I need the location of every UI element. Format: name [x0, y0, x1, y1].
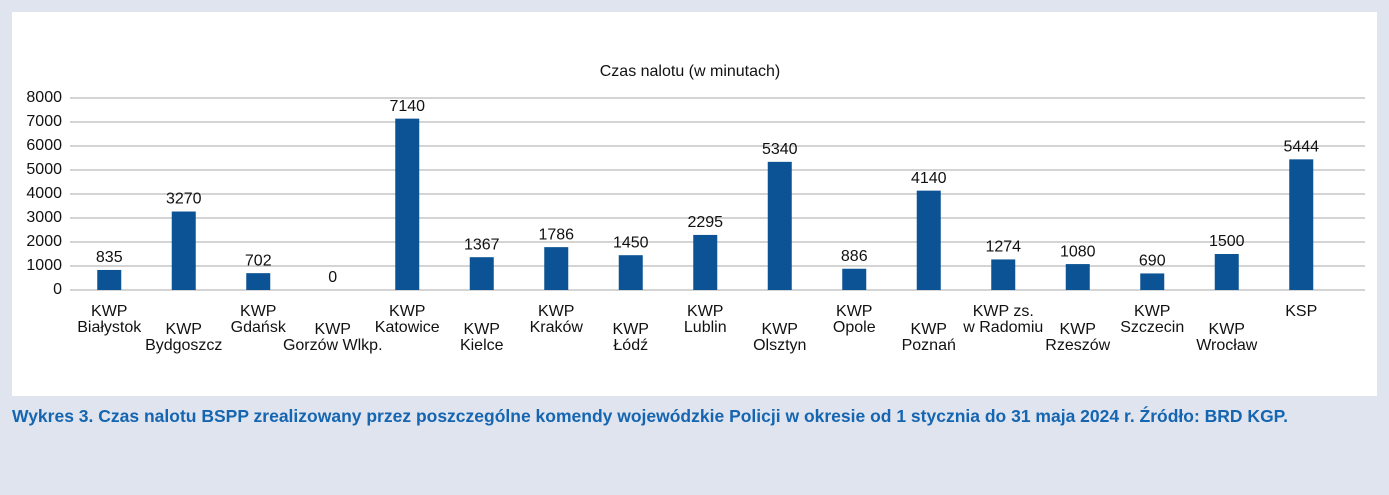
bar	[1065, 264, 1090, 290]
bar	[1289, 159, 1314, 290]
bar	[395, 118, 420, 290]
chart-title: Czas nalotu (w minutach)	[600, 63, 781, 80]
x-tick-label: Kraków	[530, 319, 584, 336]
data-label: 5340	[762, 141, 798, 158]
data-label: 0	[328, 269, 337, 286]
bar	[693, 234, 718, 290]
x-tick-label: Białystok	[77, 319, 142, 336]
data-label: 702	[245, 252, 272, 269]
data-label: 690	[1139, 253, 1166, 270]
data-label: 1450	[613, 234, 649, 251]
y-tick-label: 2000	[26, 233, 62, 250]
x-tick-label: Gorzów Wlkp.	[283, 337, 383, 354]
bar	[97, 269, 122, 290]
data-label: 1080	[1060, 243, 1096, 260]
x-tick-label: KWP	[1060, 321, 1096, 338]
x-tick-label: KWP	[613, 321, 649, 338]
x-tick-label: KSP	[1285, 303, 1317, 320]
y-tick-label: 3000	[26, 209, 62, 226]
x-tick-label: KWP	[91, 303, 127, 320]
data-label: 7140	[389, 98, 425, 115]
bar	[171, 211, 196, 290]
x-tick-label: KWP	[166, 321, 202, 338]
bar	[1140, 273, 1165, 290]
chart-background	[12, 12, 1377, 396]
bar	[618, 255, 643, 290]
x-tick-label: Bydgoszcz	[145, 337, 222, 354]
bar	[469, 257, 494, 290]
x-tick-label: Kielce	[460, 337, 504, 354]
y-tick-label: 5000	[26, 161, 62, 178]
x-tick-label: KWP	[836, 303, 872, 320]
bar	[246, 273, 271, 290]
x-tick-label: KWP	[1209, 321, 1245, 338]
x-tick-label: KWP	[464, 321, 500, 338]
bar	[916, 190, 941, 290]
data-label: 1367	[464, 236, 500, 253]
data-label: 1274	[985, 239, 1021, 256]
bar	[544, 247, 569, 290]
data-label: 2295	[687, 214, 723, 231]
x-tick-label: Opole	[833, 319, 876, 336]
y-tick-label: 8000	[26, 89, 62, 106]
bar	[991, 259, 1016, 290]
x-tick-label: KWP	[315, 321, 351, 338]
y-tick-label: 1000	[26, 257, 62, 274]
data-label: 886	[841, 248, 868, 265]
x-tick-label: Poznań	[902, 337, 956, 354]
x-tick-label: Łódź	[613, 337, 648, 354]
x-tick-label: Lublin	[684, 319, 727, 336]
y-tick-label: 0	[53, 281, 62, 298]
y-tick-label: 4000	[26, 185, 62, 202]
bar	[767, 161, 792, 290]
data-label: 1786	[538, 226, 574, 243]
bar	[1214, 254, 1239, 290]
x-tick-label: Olsztyn	[753, 337, 806, 354]
x-tick-label: KWP	[538, 303, 574, 320]
x-tick-label: Katowice	[375, 319, 440, 336]
x-tick-label: Gdańsk	[231, 319, 287, 336]
x-tick-label: KWP	[240, 303, 276, 320]
data-label: 3270	[166, 191, 202, 208]
x-tick-label: Wrocław	[1196, 337, 1257, 354]
caption: Wykres 3. Czas nalotu BSPP zrealizowany …	[12, 406, 1288, 426]
bar	[842, 268, 867, 290]
x-tick-label: KWP	[1134, 303, 1170, 320]
x-tick-label: w Radomiu	[962, 319, 1043, 336]
x-tick-label: KWP zs.	[973, 303, 1034, 320]
x-tick-label: KWP	[911, 321, 947, 338]
data-label: 1500	[1209, 233, 1245, 250]
y-tick-label: 7000	[26, 113, 62, 130]
chart: Czas nalotu (w minutach) 0 1000 2000 3000 40…	[12, 12, 1377, 396]
data-label: 835	[96, 249, 123, 266]
x-tick-label: Szczecin	[1120, 319, 1184, 336]
data-label: 5444	[1283, 139, 1319, 156]
x-tick-label: KWP	[687, 303, 723, 320]
y-tick-label: 6000	[26, 137, 62, 154]
x-tick-label: Rzeszów	[1045, 337, 1110, 354]
x-tick-label: KWP	[389, 303, 425, 320]
data-label: 4140	[911, 170, 947, 187]
x-tick-label: KWP	[762, 321, 798, 338]
